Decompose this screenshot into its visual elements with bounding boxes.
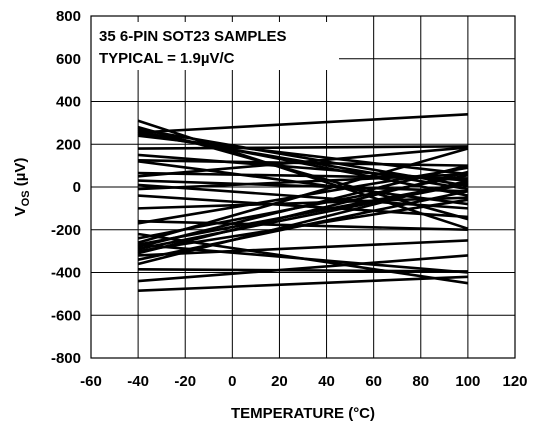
- series-line: [138, 239, 468, 257]
- x-tick-label: -60: [80, 373, 102, 390]
- y-axis-title-unit: (µV): [12, 158, 29, 191]
- x-axis-title: TEMPERATURE (°C): [231, 405, 375, 422]
- y-tick-label: 400: [56, 94, 81, 111]
- x-tick-label: 120: [502, 373, 527, 390]
- y-tick-label: 0: [73, 179, 81, 196]
- series-line: [138, 113, 468, 134]
- series-line: [138, 196, 468, 210]
- x-tick-label: -20: [174, 373, 196, 390]
- y-axis-title-sub: OS: [20, 190, 32, 206]
- x-tick-label: -40: [127, 373, 149, 390]
- series-lines: [137, 113, 469, 292]
- y-tick-label: -800: [51, 350, 81, 367]
- series-line: [138, 254, 468, 283]
- series-line: [138, 145, 468, 150]
- y-tick-label: 200: [56, 136, 81, 153]
- x-tick-label: 40: [318, 373, 335, 390]
- x-tick-label: 20: [271, 373, 288, 390]
- series-line: [137, 147, 469, 244]
- series-line: [137, 170, 469, 255]
- annotation-line-2: TYPICAL = 1.9µV/C: [99, 50, 235, 67]
- series-line: [137, 164, 469, 249]
- annotation-line-1: 35 6-PIN SOT23 SAMPLES: [99, 28, 287, 45]
- y-tick-labels: -800 -600 -400 -200 0 200 400 600 800: [51, 8, 81, 367]
- series-line: [138, 243, 468, 274]
- y-axis-title: VOS (µV): [12, 158, 32, 217]
- y-tick-label: 800: [56, 8, 81, 25]
- x-tick-labels: -60 -40 -20 0 20 40 60 80 100 120: [80, 373, 527, 390]
- y-tick-label: -200: [51, 222, 81, 239]
- series-line: [137, 146, 469, 178]
- y-tick-label: 600: [56, 51, 81, 68]
- y-axis-title-main: V: [12, 206, 29, 216]
- series-line: [138, 267, 468, 273]
- y-tick-label: -600: [51, 307, 81, 324]
- plot-frame: [90, 15, 516, 359]
- x-tick-label: 0: [228, 373, 236, 390]
- x-tick-label: 80: [412, 373, 429, 390]
- annotation-box: [91, 22, 339, 70]
- series-line: [138, 179, 468, 193]
- series-line: [137, 134, 469, 176]
- series-line: [138, 275, 468, 292]
- x-tick-label: 60: [365, 373, 382, 390]
- y-tick-label: -400: [51, 265, 81, 282]
- x-tick-label: 100: [455, 373, 480, 390]
